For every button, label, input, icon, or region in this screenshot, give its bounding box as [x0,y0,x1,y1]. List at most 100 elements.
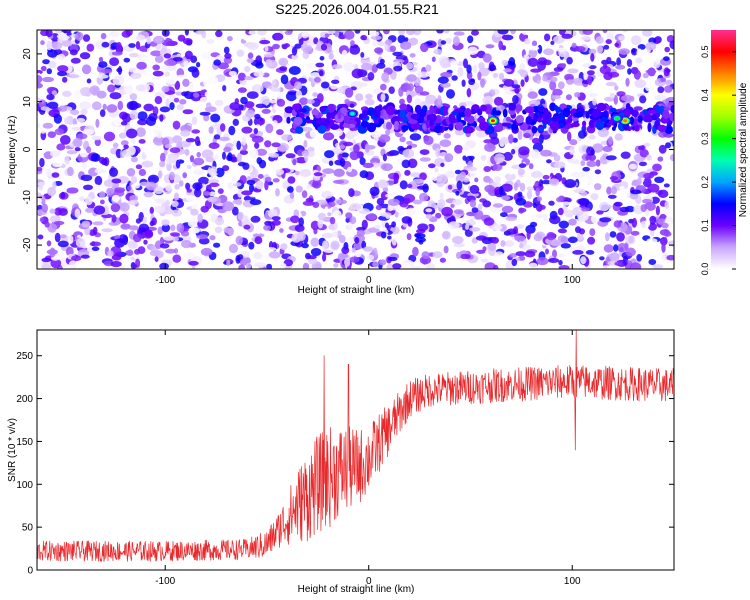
spectrogram-cell [469,227,481,232]
spectrogram-cell [654,94,667,101]
spectrogram-cell [646,238,658,244]
spectrogram-cell [425,208,433,213]
spectrogram-cell [468,78,475,86]
spectrogram-cell [265,247,277,252]
spectrogram-cell [184,50,193,60]
spectrogram-cell [543,107,549,113]
spectrogram-cell [257,173,264,179]
snr-panel: -100 0 100 0 50 100 150 200 250 Height of strai… [7,329,675,595]
spectrogram-cell [588,48,597,55]
spectrogram-cell [92,73,99,79]
spectrogram-cell [595,159,601,167]
spectrogram-cell [557,81,565,90]
spectrogram-cell [152,64,160,71]
spectrogram-cell [588,65,597,70]
spectrogram-cell [370,35,382,41]
spectrogram-cell [315,119,326,125]
spectrogram-cell [271,79,276,86]
spectrogram-cell [469,170,477,179]
spectrogram-cell [553,67,564,72]
spectrogram-cell [192,92,200,98]
spectrogram-cell [652,264,664,269]
spectrogram-cell [98,56,104,63]
spectrogram-cell [421,251,430,259]
spectrogram-cell [453,31,465,36]
spectrogram-cell [154,256,159,263]
spectrogram-cell [634,79,646,88]
spectrogram-cell [298,217,305,227]
spectrogram-cell [121,113,132,123]
spectrogram-cell [397,34,406,44]
spectrogram-cell [321,190,333,199]
spectrogram-cell [609,176,619,181]
spectrogram-cell [669,153,674,162]
spectrogram-cell [412,199,423,205]
spectrogram-cell [536,127,545,132]
spectrogram-cell [57,240,69,248]
spectrogram-cell [523,132,531,139]
spectrogram-cell [666,254,674,261]
spectrogram-cell [530,68,542,73]
spectrogram-cell [308,35,314,46]
spectrogram-cell [448,123,454,131]
spectrogram-cell [351,68,364,79]
spectrogram-cell [342,141,354,147]
spectrogram-cell [453,243,466,248]
spectrogram-cell [422,123,427,130]
spectrogram-cell [193,157,205,166]
spectrogram-cell [228,70,237,77]
spectrogram-cell [84,196,93,206]
spectrogram-cell [40,106,50,111]
spectrogram-cell [664,126,673,134]
spectrogram-cell [266,263,273,269]
spectrogram-cell [660,77,667,83]
spectrogram-cell [571,122,580,128]
spectrogram-cell [587,236,596,245]
x-tick-label: 0 [366,576,372,587]
spectrogram-cell [311,109,320,116]
spectrogram-cell [607,194,617,199]
spectrogram-cell [324,150,335,159]
spectrogram-cell [254,113,261,119]
spectrogram-cell [519,243,524,249]
spectrogram-cell [54,232,61,243]
spectrogram-cell [106,187,114,196]
spectrogram-cell [232,118,239,126]
spectrogram-cell [451,75,458,81]
spectrogram-cell [81,220,91,228]
spectrogram-cell [583,71,588,81]
spectrogram-cell [232,175,237,185]
spectrogram-cell [508,57,516,67]
spectrogram-cell [573,188,586,194]
spectrogram-cell [154,205,166,214]
spectrogram-cell [119,266,126,269]
spectrogram-cell [492,163,503,171]
spectrogram-cell [220,123,226,132]
spectrogram-cell [616,232,625,242]
spectrogram-cell [315,62,325,68]
spectrogram-cell [511,84,521,89]
spectrogram-cell [175,91,183,96]
spectrogram-cell [79,150,89,158]
spectrogram-cell [629,262,642,269]
spectrogram-cell [179,99,187,105]
spectrogram-cell [79,87,92,97]
spectrogram-cell [135,218,141,224]
spectrogram-cell [89,85,100,95]
spectrogram-cell [537,117,543,123]
spectrogram-cell [162,206,174,215]
spectrogram-cell [568,218,577,226]
snr-y-axis-label: SNR (10 * v/v) [7,418,18,482]
spectrogram-cell [549,80,557,91]
spectrogram-cell [100,199,105,205]
spectrogram-cell [153,186,164,195]
spectrogram-cell [372,39,379,47]
spectrogram-cell [201,149,214,159]
spectrogram-cell [637,176,642,186]
spectrogram-cell [323,132,335,141]
spectrogram-cell [40,40,45,46]
spectrogram-cell [306,184,312,190]
spectrogram-cell [393,178,399,184]
spectrogram-cell [588,134,596,140]
figure-title: S225.2026.004.01.55.R21 [275,1,439,17]
